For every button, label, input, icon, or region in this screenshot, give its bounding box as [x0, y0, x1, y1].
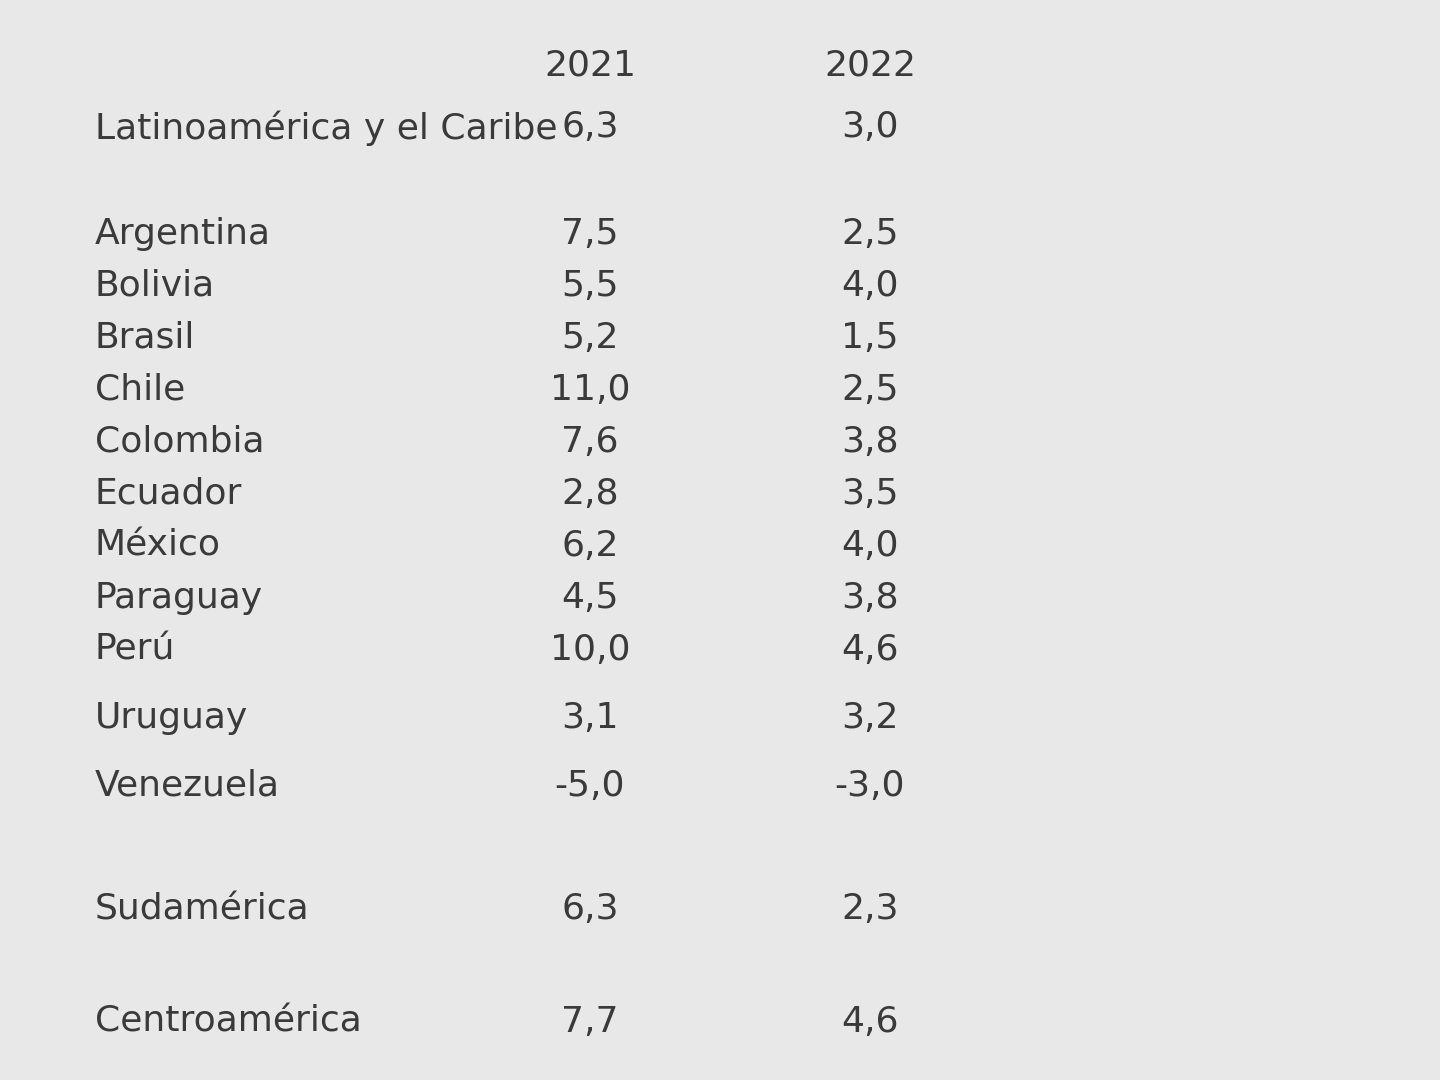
Text: 7,7: 7,7	[562, 1005, 619, 1039]
Text: 4,0: 4,0	[841, 529, 899, 563]
Text: Ecuador: Ecuador	[95, 477, 242, 511]
Text: -3,0: -3,0	[835, 769, 906, 804]
Text: 2,8: 2,8	[562, 477, 619, 511]
Text: Sudamérica: Sudamérica	[95, 892, 310, 926]
Text: 2022: 2022	[824, 48, 916, 82]
Text: 4,5: 4,5	[562, 581, 619, 615]
Text: 4,0: 4,0	[841, 269, 899, 303]
Text: 5,5: 5,5	[562, 269, 619, 303]
Text: 1,5: 1,5	[841, 321, 899, 355]
Text: Venezuela: Venezuela	[95, 769, 279, 804]
Text: 2,3: 2,3	[841, 892, 899, 926]
Text: 4,6: 4,6	[841, 1005, 899, 1039]
Text: 6,3: 6,3	[562, 110, 619, 144]
Text: Centroamérica: Centroamérica	[95, 1005, 361, 1039]
Text: 2021: 2021	[544, 48, 636, 82]
Text: 3,5: 3,5	[841, 477, 899, 511]
Text: 10,0: 10,0	[550, 633, 631, 667]
Text: Uruguay: Uruguay	[95, 701, 248, 735]
Text: 2,5: 2,5	[841, 373, 899, 407]
Text: 6,2: 6,2	[562, 529, 619, 563]
Text: 4,6: 4,6	[841, 633, 899, 667]
Text: Brasil: Brasil	[95, 321, 196, 355]
Text: Latinoamérica y el Caribe: Latinoamérica y el Caribe	[95, 110, 557, 146]
Text: Bolivia: Bolivia	[95, 269, 215, 303]
Text: -5,0: -5,0	[554, 769, 625, 804]
Text: 3,0: 3,0	[841, 110, 899, 144]
Text: Perú: Perú	[95, 633, 176, 667]
Text: 7,6: 7,6	[562, 426, 619, 459]
Text: Argentina: Argentina	[95, 217, 271, 251]
Text: Chile: Chile	[95, 373, 186, 407]
Text: 5,2: 5,2	[562, 321, 619, 355]
Text: 11,0: 11,0	[550, 373, 631, 407]
Text: 3,2: 3,2	[841, 701, 899, 735]
Text: México: México	[95, 529, 220, 563]
Text: 2,5: 2,5	[841, 217, 899, 251]
Text: Paraguay: Paraguay	[95, 581, 264, 615]
Text: 3,8: 3,8	[841, 426, 899, 459]
Text: 3,1: 3,1	[562, 701, 619, 735]
Text: 6,3: 6,3	[562, 892, 619, 926]
Text: 7,5: 7,5	[562, 217, 619, 251]
Text: 3,8: 3,8	[841, 581, 899, 615]
Text: Colombia: Colombia	[95, 426, 265, 459]
